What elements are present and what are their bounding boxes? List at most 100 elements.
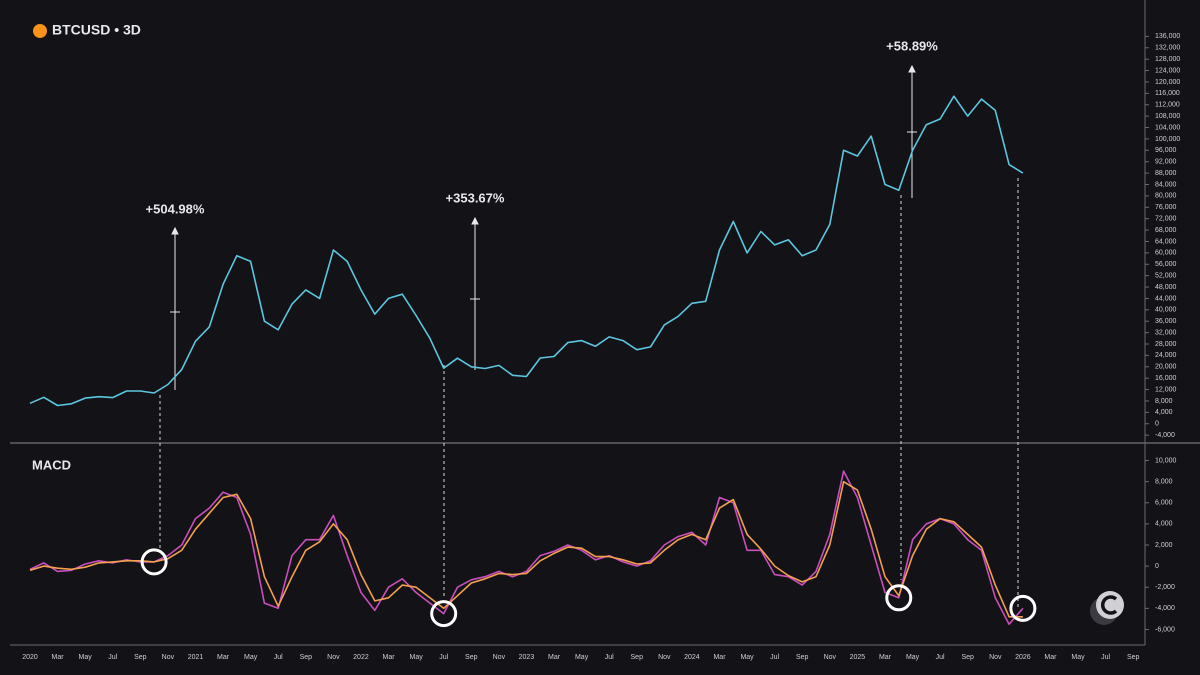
x-tick-label: Jul (936, 654, 945, 661)
y2-tick-label: 10,000 (1155, 457, 1177, 464)
arrow-head (471, 216, 479, 225)
annotation: +504.98% (146, 201, 205, 216)
x-tick-label: Nov (989, 654, 1002, 661)
y-tick-label: 56,000 (1155, 261, 1177, 268)
logo-glyph (1100, 595, 1118, 615)
y-tick-label: 52,000 (1155, 272, 1177, 279)
y-tick-label: 44,000 (1155, 295, 1177, 302)
y-tick-label: 12,000 (1155, 386, 1177, 393)
x-tick-label: Nov (162, 654, 175, 661)
y-tick-label: 60,000 (1155, 250, 1177, 257)
y-tick-label: 32,000 (1155, 329, 1177, 336)
logo (1090, 591, 1124, 625)
x-tick-label: Nov (658, 654, 671, 661)
x-tick-label: Nov (327, 654, 340, 661)
y-tick-label: 108,000 (1155, 113, 1180, 120)
annotation: +58.89% (886, 38, 938, 53)
x-tick-label: Sep (631, 654, 644, 661)
y2-tick-label: 0 (1155, 563, 1159, 570)
y-tick-label: 120,000 (1155, 79, 1180, 86)
series-line (29, 470, 1024, 625)
y-tick-label: 16,000 (1155, 375, 1177, 382)
y-tick-label: 36,000 (1155, 318, 1177, 325)
y-tick-label: 132,000 (1155, 45, 1180, 52)
y-tick-label: 88,000 (1155, 170, 1177, 177)
y-tick-label: 0 (1155, 421, 1159, 428)
series-line (29, 95, 1024, 407)
y-tick-label: 40,000 (1155, 307, 1177, 314)
x-tick-label: May (906, 654, 920, 661)
x-tick-label: Mar (548, 654, 561, 661)
y2-tick-label: -2,000 (1155, 584, 1175, 591)
btc-icon (33, 24, 47, 38)
x-tick-label: 2023 (519, 654, 535, 661)
y-tick-label: 28,000 (1155, 341, 1177, 348)
x-tick-label: Mar (383, 654, 396, 661)
chart-title: BTCUSD • 3D (52, 22, 141, 38)
y-tick-label: 76,000 (1155, 204, 1177, 211)
signal-circle (885, 584, 913, 612)
logo-face (1096, 591, 1124, 619)
y2-tick-label: -4,000 (1155, 605, 1175, 612)
y-tick-label: 48,000 (1155, 284, 1177, 291)
x-tick-label: Nov (493, 654, 506, 661)
signal-guides (159, 178, 1019, 608)
x-tick-label: May (79, 654, 93, 661)
x-tick-label: 2025 (850, 654, 866, 661)
y2-tick-label: -6,000 (1155, 626, 1175, 633)
x-tick-label: Jul (605, 654, 614, 661)
y-tick-label: 104,000 (1155, 124, 1180, 131)
y2-tick-label: 2,000 (1155, 542, 1173, 549)
y-tick-label: 20,000 (1155, 364, 1177, 371)
signal-circle (1009, 594, 1037, 622)
x-tick-label: 2021 (188, 654, 204, 661)
x-tick-label: May (740, 654, 754, 661)
y-tick-label: 96,000 (1155, 147, 1177, 154)
x-tick-label: Sep (1127, 654, 1140, 661)
y-tick-label: 8,000 (1155, 398, 1173, 405)
signal-circle (140, 548, 168, 576)
series-line (29, 480, 1023, 618)
x-tick-label: Sep (300, 654, 313, 661)
y2-tick-label: 4,000 (1155, 521, 1173, 528)
y-tick-label: 80,000 (1155, 193, 1177, 200)
y-tick-label: 128,000 (1155, 56, 1180, 63)
y-tick-label: 116,000 (1155, 90, 1180, 97)
x-tick-label: 2024 (684, 654, 700, 661)
x-tick-label: Sep (796, 654, 809, 661)
arrow-head (908, 64, 916, 73)
y-tick-label: 136,000 (1155, 33, 1180, 40)
x-tick-label: Sep (134, 654, 147, 661)
x-tick-label: May (1071, 654, 1085, 661)
y2-tick-label: 8,000 (1155, 479, 1173, 486)
x-tick-label: 2022 (353, 654, 369, 661)
x-tick-label: May (410, 654, 424, 661)
x-tick-label: Nov (824, 654, 837, 661)
y-tick-label: 64,000 (1155, 238, 1177, 245)
x-tick-label: 2020 (22, 654, 38, 661)
x-tick-label: Sep (465, 654, 478, 661)
y-tick-label: 24,000 (1155, 352, 1177, 359)
panel-title: MACD (32, 457, 71, 472)
x-tick-label: May (244, 654, 258, 661)
x-tick-label: Mar (1044, 654, 1057, 661)
x-tick-label: Sep (961, 654, 974, 661)
y-tick-label: 112,000 (1155, 102, 1180, 109)
x-tick-label: Jul (770, 654, 779, 661)
y-tick-label: 92,000 (1155, 159, 1177, 166)
signal-circle (430, 600, 458, 628)
x-tick-label: Jul (274, 654, 283, 661)
gain-arrows (170, 64, 917, 390)
y-tick-label: 72,000 (1155, 216, 1177, 223)
y2-tick-label: 6,000 (1155, 500, 1173, 507)
y-tick-label: 68,000 (1155, 227, 1177, 234)
x-tick-label: Jul (108, 654, 117, 661)
y-tick-label: 84,000 (1155, 181, 1177, 188)
arrow-head (171, 226, 179, 235)
annotation: +353.67% (446, 190, 505, 205)
x-tick-label: Mar (713, 654, 726, 661)
y-tick-label: -4,000 (1155, 432, 1175, 439)
x-tick-label: May (575, 654, 589, 661)
